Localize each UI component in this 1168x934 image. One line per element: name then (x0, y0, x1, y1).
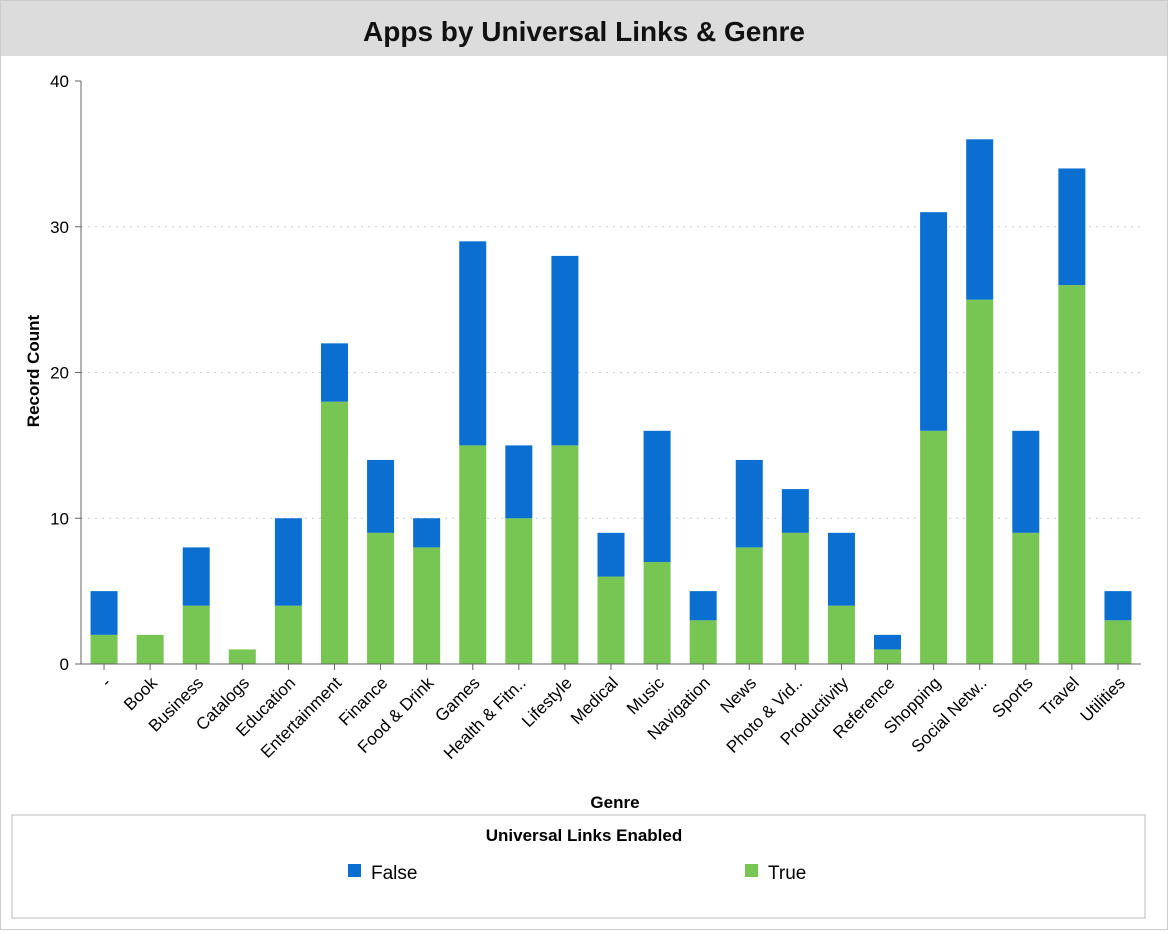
bar-false[interactable] (413, 518, 441, 548)
bar-true[interactable] (920, 430, 948, 664)
legend-item-true[interactable]: True (745, 863, 806, 884)
bar-false[interactable] (1012, 430, 1040, 533)
y-tick-label: 0 (60, 655, 69, 674)
x-tick-label: Sports (988, 673, 1036, 721)
bar-true[interactable] (367, 532, 395, 664)
bar-false[interactable] (781, 489, 809, 533)
legend-swatch-true (745, 864, 758, 877)
bar-false[interactable] (689, 591, 717, 621)
legend-box (11, 814, 1146, 919)
legend-label-false: False (371, 863, 417, 884)
bar-true[interactable] (136, 634, 164, 664)
bar-true[interactable] (597, 576, 625, 664)
y-tick-label: 40 (50, 72, 69, 91)
bar-true[interactable] (874, 649, 902, 664)
x-tick-label: - (97, 673, 114, 690)
bar-true[interactable] (320, 401, 348, 664)
bar-false[interactable] (274, 518, 302, 606)
legend-label-true: True (768, 863, 806, 884)
x-tick-label: Book (120, 673, 161, 714)
bar-false[interactable] (597, 532, 625, 577)
bar-true[interactable] (966, 299, 994, 664)
bar-false[interactable] (367, 459, 395, 533)
bar-true[interactable] (551, 445, 579, 664)
bar-true[interactable] (182, 605, 210, 664)
bar-true[interactable] (643, 561, 671, 664)
bar-false[interactable] (735, 459, 763, 548)
x-tick-label: News (717, 673, 760, 716)
y-tick-label: 20 (50, 364, 69, 383)
bar-false[interactable] (643, 430, 671, 562)
bar-false[interactable] (1058, 168, 1086, 286)
bar-true[interactable] (459, 445, 487, 664)
bar-false[interactable] (320, 343, 348, 402)
bar-false[interactable] (551, 255, 579, 446)
legend-item-false[interactable]: False (348, 863, 417, 884)
bar-true[interactable] (228, 649, 256, 664)
y-tick-label: 10 (50, 509, 69, 528)
legend-swatch-false (348, 864, 361, 877)
x-tick-label: Health & Fitn.. (440, 673, 530, 763)
bar-true[interactable] (413, 547, 441, 664)
x-tick-label: Lifestyle (518, 673, 576, 731)
bar-false[interactable] (1104, 591, 1132, 621)
bar-true[interactable] (689, 620, 717, 664)
bar-true[interactable] (1012, 532, 1040, 664)
bar-false[interactable] (827, 532, 855, 606)
bar-false[interactable] (874, 634, 902, 650)
bar-false[interactable] (459, 241, 487, 446)
bar-false[interactable] (182, 547, 210, 606)
bar-false[interactable] (920, 212, 948, 431)
bar-false[interactable] (966, 139, 994, 300)
bar-false[interactable] (505, 445, 533, 519)
y-axis-label: Record Count (24, 314, 43, 427)
x-tick-label: Travel (1036, 673, 1082, 719)
x-tick-label: Utilities (1077, 673, 1129, 725)
bar-true[interactable] (781, 532, 809, 664)
bar-true[interactable] (90, 634, 118, 664)
x-tick-label: Medical (567, 673, 622, 728)
legend-title: Universal Links Enabled (486, 826, 683, 845)
x-axis-label: Genre (590, 793, 639, 812)
chart-title: Apps by Universal Links & Genre (363, 16, 805, 47)
bar-true[interactable] (505, 518, 533, 664)
bar-true[interactable] (1058, 285, 1086, 664)
bar-false[interactable] (90, 591, 118, 635)
bar-true[interactable] (1104, 620, 1132, 664)
y-tick-label: 30 (50, 218, 69, 237)
bar-true[interactable] (274, 605, 302, 664)
title-bar (1, 1, 1167, 56)
x-tick-label: Entertainment (257, 673, 345, 761)
bar-true[interactable] (827, 605, 855, 664)
bar-true[interactable] (735, 547, 763, 664)
